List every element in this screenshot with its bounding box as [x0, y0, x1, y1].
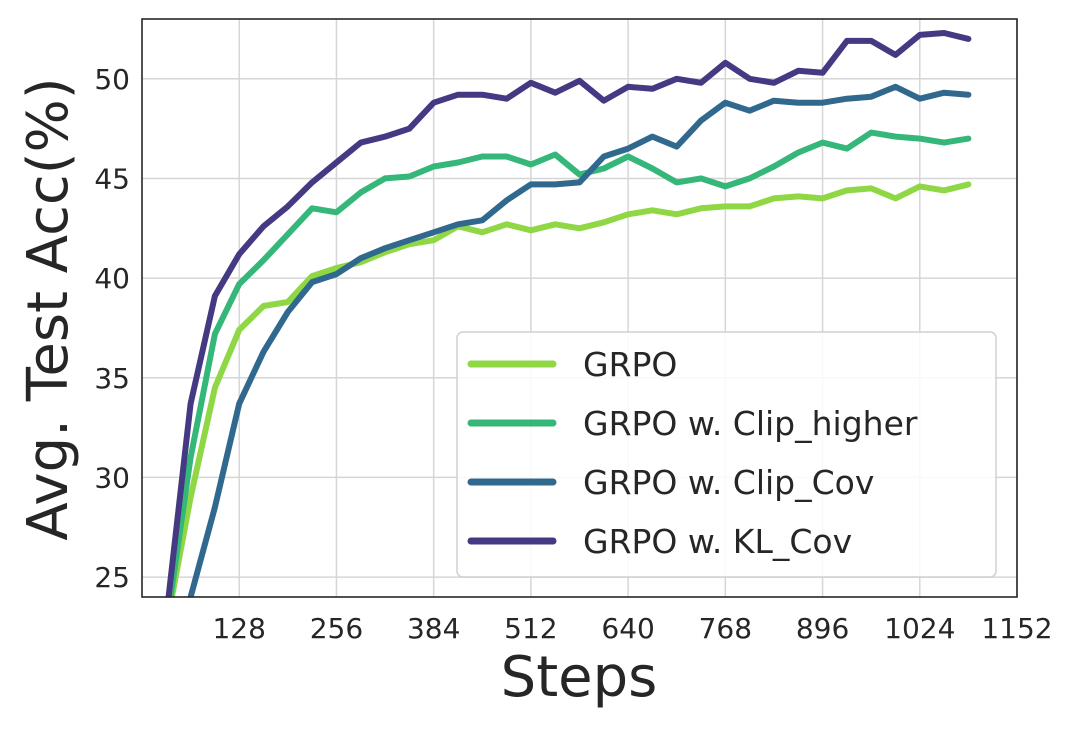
y-tick-label: 45 [94, 162, 130, 195]
series-line-2 [187, 83, 972, 597]
x-tick-label: 1152 [981, 612, 1052, 645]
x-tick-label: 384 [407, 612, 460, 645]
series-line-0 [168, 181, 972, 597]
x-tick-label: 896 [796, 612, 849, 645]
y-tick-label: 25 [94, 561, 130, 594]
legend-box [456, 331, 997, 578]
x-tick-label: 1024 [884, 612, 955, 645]
y-tick-label: 40 [94, 262, 130, 295]
x-ticks: 128 256 384 512 640 768 896 1024 1152 [212, 612, 1052, 645]
plot-frame [141, 18, 1018, 598]
y-tick-label: 35 [94, 362, 130, 395]
series-line-3 [165, 30, 972, 597]
x-tick-label: 256 [310, 612, 363, 645]
legend-entry: GRPO w. Clip_higher [583, 404, 918, 443]
y-axis-label: Avg. Test Acc(%) [16, 77, 81, 540]
x-tick-label: 512 [504, 612, 557, 645]
x-tick-label: 768 [699, 612, 752, 645]
y-tick-label: 50 [94, 63, 130, 96]
series-line-1 [167, 129, 972, 597]
x-tick-label: 128 [212, 612, 265, 645]
series-lines [165, 30, 972, 597]
legend-entry: GRPO w. KL_Cov [583, 522, 852, 561]
legend: GRPO GRPO w. Clip_higher GRPO w. Clip_Cov G… [456, 331, 997, 578]
x-axis-label: Steps [501, 645, 658, 710]
legend-entry: GRPO w. Clip_Cov [583, 463, 874, 502]
legend-entry: GRPO [583, 345, 677, 384]
y-ticks: 25 30 35 40 45 50 [94, 63, 130, 594]
x-tick-label: 640 [601, 612, 654, 645]
y-tick-label: 30 [94, 461, 130, 494]
